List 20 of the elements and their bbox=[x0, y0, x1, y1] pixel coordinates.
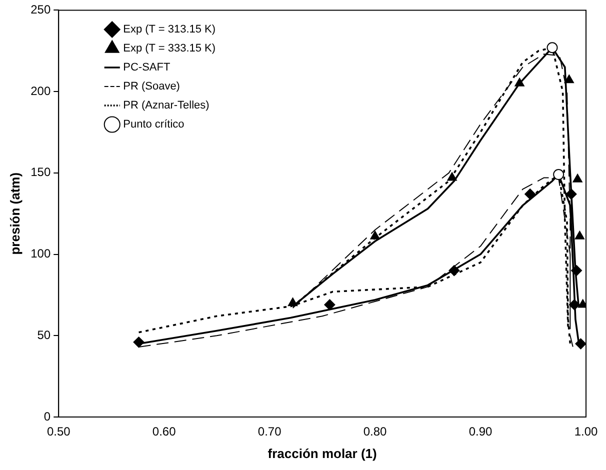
y-tick-label: 200 bbox=[30, 84, 51, 98]
y-tick-label: 250 bbox=[30, 2, 51, 17]
y-axis-title: presión (atm) bbox=[7, 172, 22, 255]
x-tick-label: 0.60 bbox=[152, 424, 176, 439]
y-tick-label: 150 bbox=[30, 165, 51, 180]
legend-label: Punto crítico bbox=[123, 118, 184, 131]
x-axis-title: fracción molar (1) bbox=[268, 446, 377, 461]
legend-label: PC-SAFT bbox=[123, 62, 170, 74]
legend-label: Exp (T = 313.15 K) bbox=[123, 24, 216, 36]
x-tick-label: 0.50 bbox=[46, 424, 71, 439]
x-tick-label: 0.80 bbox=[363, 424, 388, 439]
legend-label: PR (Soave) bbox=[123, 80, 180, 93]
legend-label: PR (Aznar-Telles) bbox=[123, 100, 210, 112]
x-tick-label: 0.90 bbox=[468, 424, 493, 439]
y-tick-label: 50 bbox=[37, 328, 51, 342]
x-tick-label: 1.00 bbox=[574, 424, 598, 439]
y-tick-label: 0 bbox=[44, 409, 51, 424]
legend-label: Exp (T = 333.15 K) bbox=[123, 42, 216, 55]
x-tick-label: 0.70 bbox=[258, 424, 282, 439]
y-tick-label: 100 bbox=[30, 246, 51, 261]
